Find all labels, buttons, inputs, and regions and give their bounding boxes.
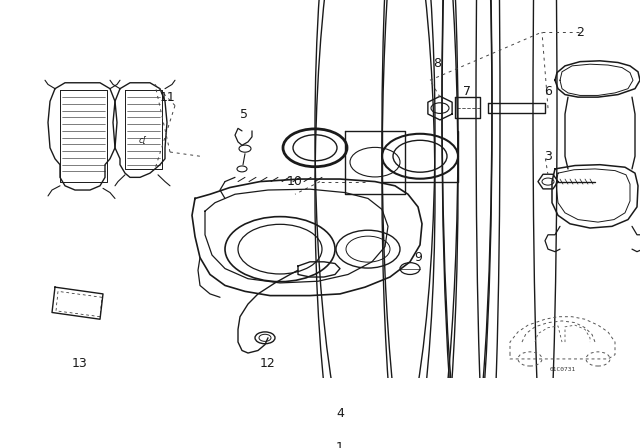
Text: 01C0731: 01C0731 [550, 366, 576, 371]
Text: 2: 2 [576, 26, 584, 39]
Text: c[: c[ [139, 135, 147, 144]
Text: 5: 5 [240, 108, 248, 121]
Text: 6: 6 [544, 85, 552, 98]
Text: 10: 10 [287, 175, 303, 188]
Text: 12: 12 [260, 357, 276, 370]
Text: 1: 1 [336, 441, 344, 448]
Text: 9: 9 [414, 251, 422, 264]
Text: 3: 3 [544, 150, 552, 163]
Text: 11: 11 [160, 90, 176, 103]
Text: 13: 13 [72, 357, 88, 370]
Text: 7: 7 [463, 85, 471, 98]
Text: 4: 4 [336, 407, 344, 420]
Text: 8: 8 [433, 57, 441, 70]
